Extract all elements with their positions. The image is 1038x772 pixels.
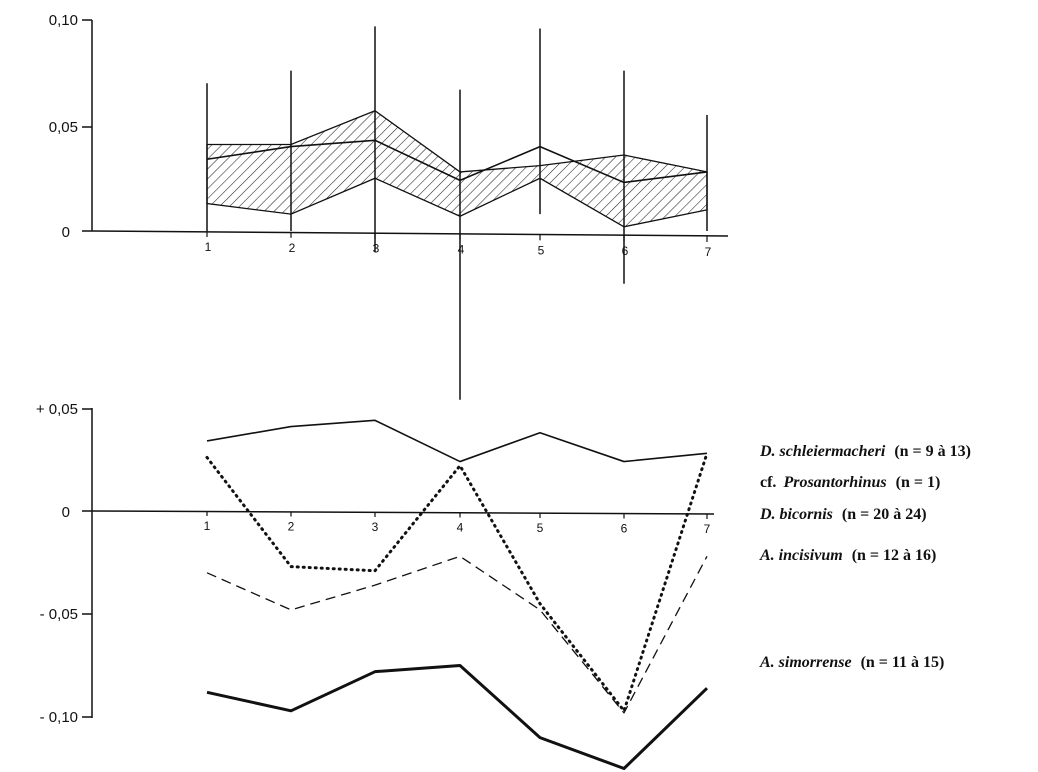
legend-count: (n = 9 à 13) (894, 443, 971, 460)
bottom-chart: + 0,05 0 - 0,05 - 0,10 1 2 3 4 5 6 7 (36, 401, 715, 770)
bottom-xtick-label: 1 (204, 519, 211, 533)
top-xtick-label: 4 (458, 243, 465, 257)
top-ytick-label: 0,05 (49, 119, 78, 136)
top-xtick-label: 2 (289, 241, 296, 255)
series-line-0 (206, 419, 708, 463)
top-x-axis (91, 230, 729, 237)
legend-prefix: cf. (760, 474, 780, 491)
legend-count: (n = 12 à 16) (852, 547, 937, 564)
legend-item-incisivum: A. incisivum (n = 12 à 16) (759, 547, 936, 564)
hatched-band (206, 109, 708, 228)
bottom-ytick-label: 0 (62, 504, 70, 521)
legend-species: Prosantorhinus (782, 474, 886, 491)
legend-item-prosantorhinus: cf. Prosantorhinus (n = 1) (760, 474, 940, 491)
legend-species: A. simorrense (759, 654, 852, 671)
bottom-ytick-label: - 0,10 (40, 709, 78, 726)
bottom-marks: 1 2 3 4 5 6 7 (204, 419, 711, 770)
legend-item-simorrense: A. simorrense (n = 11 à 15) (759, 654, 944, 671)
top-xtick-label: 5 (538, 243, 545, 257)
bottom-xtick-label: 3 (372, 520, 379, 534)
legend-item-schleiermacheri: D. schleiermacheri (n = 9 à 13) (759, 443, 971, 460)
bottom-xtick-label: 5 (537, 521, 544, 535)
top-xtick-label: 3 (373, 242, 380, 256)
bottom-xtick-label: 4 (457, 521, 464, 535)
top-ytick-label: 0 (62, 224, 70, 241)
series-line-1 (205, 451, 709, 713)
top-chart: 0,10 0,05 0 1 2 3 4 5 6 7 (49, 12, 729, 400)
legend: D. schleiermacheri (n = 9 à 13) cf. Pros… (759, 443, 971, 671)
legend-count: (n = 11 à 15) (861, 654, 945, 671)
top-xtick-label: 1 (205, 240, 212, 254)
bottom-ytick-label: + 0,05 (36, 401, 78, 418)
top-xtick-label: 7 (705, 245, 712, 259)
top-marks: 1 2 3 4 5 6 7 (205, 26, 712, 400)
legend-species: D. schleiermacheri (759, 443, 886, 460)
legend-count: (n = 1) (896, 474, 941, 491)
legend-species: D. bicornis (759, 506, 833, 523)
legend-count: (n = 20 à 24) (842, 506, 927, 523)
legend-item-bicornis: D. bicornis (n = 20 à 24) (759, 506, 927, 523)
top-xtick-label: 6 (622, 244, 629, 258)
bottom-xtick-label: 2 (288, 520, 295, 534)
legend-species: A. incisivum (759, 547, 843, 564)
bottom-ytick-label: - 0,05 (40, 606, 78, 623)
series-line-3 (206, 555, 708, 714)
bottom-x-axis (91, 510, 715, 515)
bottom-xtick-label: 7 (704, 522, 711, 536)
top-ytick-label: 0,10 (49, 12, 78, 29)
bottom-xtick-label: 6 (621, 522, 628, 536)
series-line-4 (206, 664, 709, 770)
